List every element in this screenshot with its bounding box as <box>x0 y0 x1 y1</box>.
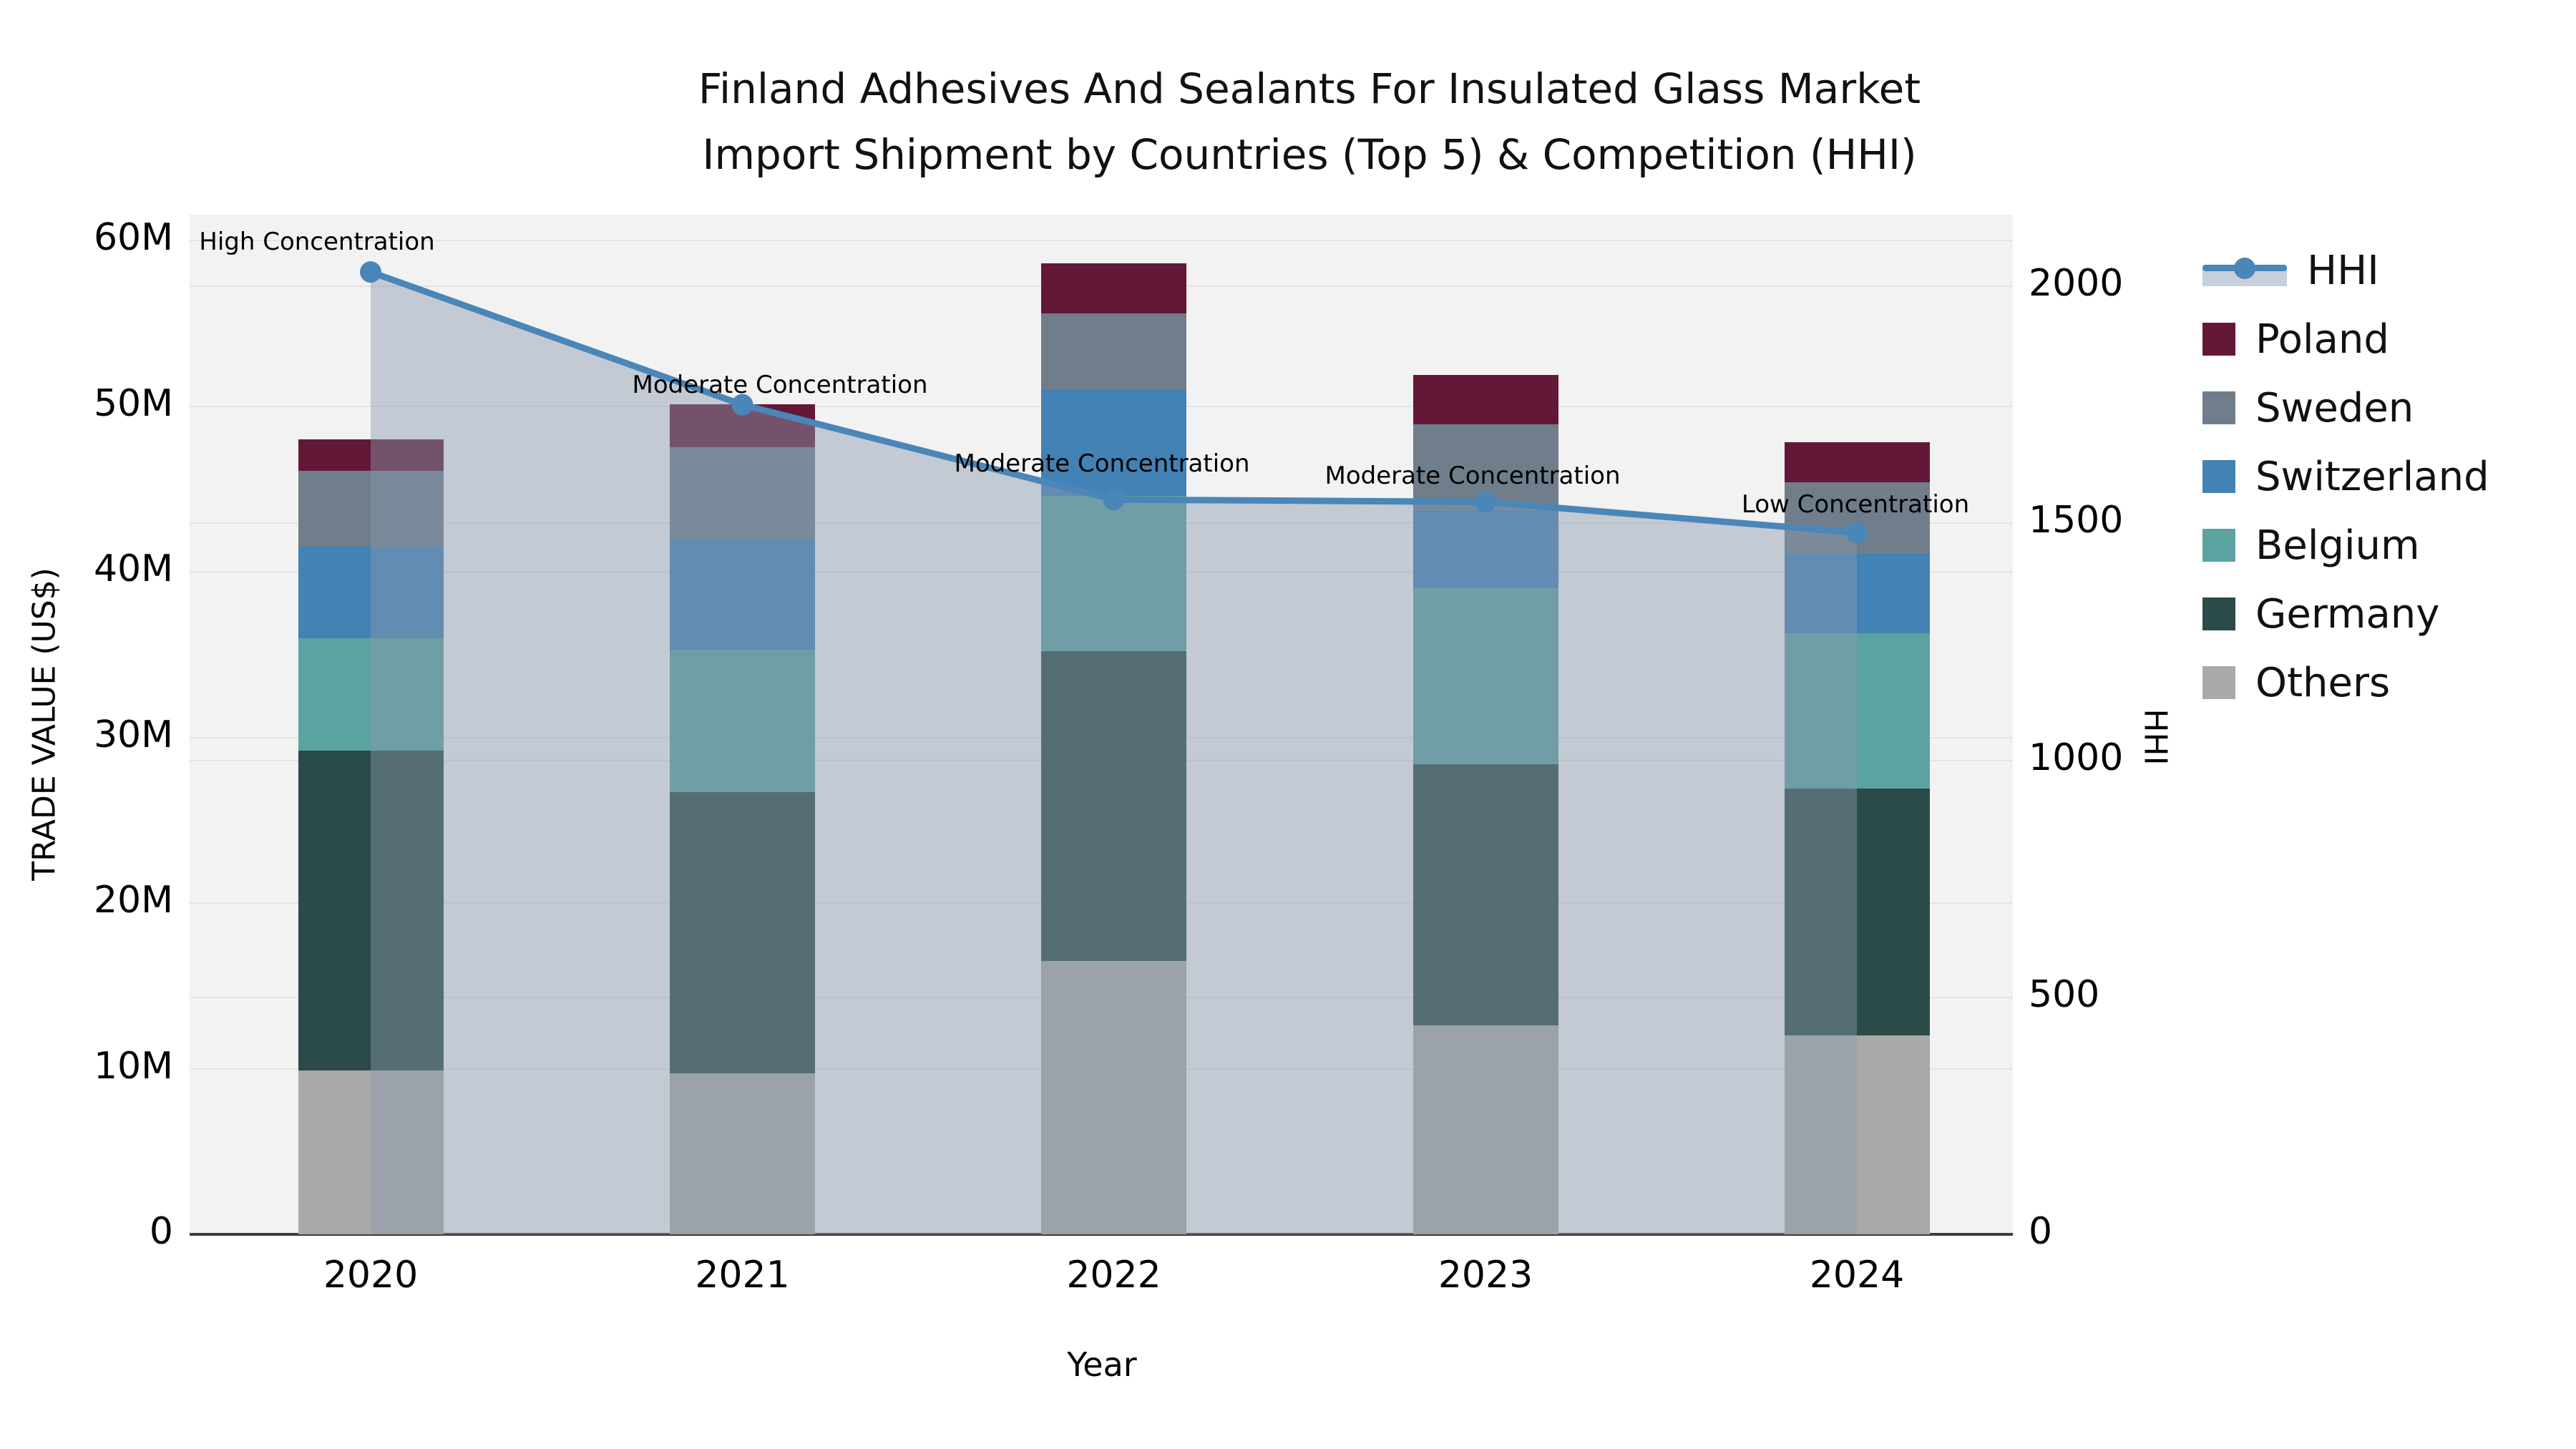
bar-segment-2022-sweden <box>1041 313 1186 390</box>
y-left-tick-60M: 60M <box>93 216 173 259</box>
x-tick-2023: 2023 <box>1438 1254 1533 1297</box>
annotation-2023: Moderate Concentration <box>1324 462 1621 490</box>
legend: HHI Poland Sweden Switzerland Belgium Germany… <box>2202 236 2489 717</box>
x-tick-2022: 2022 <box>1066 1254 1161 1297</box>
bar-segment-2020-belgium <box>298 638 444 751</box>
bar-segment-2022-others <box>1041 961 1186 1234</box>
y-left-tick-50M: 50M <box>93 381 173 425</box>
bar-segment-2021-germany <box>670 791 815 1074</box>
y-axis-label-right: HHI <box>2137 708 2174 766</box>
bar-segment-2021-others <box>670 1073 815 1234</box>
gridline <box>190 240 2013 241</box>
chart-title-line2: Import Shipment by Countries (Top 5) & C… <box>702 130 1917 179</box>
legend-swatch-switzerland <box>2202 460 2235 493</box>
legend-item-hhi: HHI <box>2202 236 2489 305</box>
bar-segment-2021-poland <box>670 404 815 448</box>
y-right-tick-0: 0 <box>2029 1210 2053 1253</box>
x-tick-2024: 2024 <box>1809 1254 1905 1297</box>
bar-segment-2024-others <box>1784 1035 1930 1234</box>
bar-segment-2023-others <box>1413 1025 1558 1234</box>
bar-segment-2023-switzerland <box>1413 510 1558 589</box>
annotation-2020: High Concentration <box>199 228 435 256</box>
legend-label-switzerland: Switzerland <box>2255 453 2489 500</box>
x-tick-2021: 2021 <box>695 1254 790 1297</box>
legend-label-poland: Poland <box>2255 316 2389 363</box>
bar-segment-2020-others <box>298 1070 444 1234</box>
y-left-tick-30M: 30M <box>93 713 173 756</box>
y-right-tick-500: 500 <box>2029 972 2100 1016</box>
y-right-tick-2000: 2000 <box>2029 262 2124 305</box>
y-right-tick-1500: 1500 <box>2029 499 2124 542</box>
annotation-2024: Low Concentration <box>1741 490 1970 519</box>
bar-segment-2020-germany <box>298 751 444 1070</box>
bar-segment-2024-germany <box>1784 789 1930 1036</box>
y-right-tick-1000: 1000 <box>2029 736 2124 779</box>
bar-segment-2022-poland <box>1041 263 1186 313</box>
bar-segment-2024-switzerland <box>1784 553 1930 633</box>
y-left-tick-10M: 10M <box>93 1044 173 1088</box>
legend-item-sweden: Sweden <box>2202 374 2489 442</box>
bar-segment-2020-poland <box>298 439 444 471</box>
bar-segment-2022-switzerland <box>1041 389 1186 496</box>
bar-segment-2020-sweden <box>298 470 444 547</box>
legend-swatch-poland <box>2202 323 2235 356</box>
legend-item-poland: Poland <box>2202 305 2489 374</box>
bar-segment-2023-poland <box>1413 374 1558 424</box>
legend-swatch-others <box>2202 666 2235 699</box>
bar-segment-2022-belgium <box>1041 495 1186 652</box>
bar-segment-2024-belgium <box>1784 633 1930 789</box>
chart-title: Finland Adhesives And Sealants For Insul… <box>698 56 1921 187</box>
bar-segment-2021-sweden <box>670 447 815 539</box>
y-left-tick-0: 0 <box>149 1210 173 1253</box>
chart-title-line1: Finland Adhesives And Sealants For Insul… <box>698 64 1921 113</box>
bar-segment-2020-switzerland <box>298 547 444 638</box>
bar-segment-2023-belgium <box>1413 588 1558 764</box>
annotation-2021: Moderate Concentration <box>632 371 928 399</box>
bar-segment-2024-poland <box>1784 442 1930 482</box>
y-left-tick-40M: 40M <box>93 547 173 590</box>
y-axis-label-left: TRADE VALUE (US$) <box>26 567 63 881</box>
legend-label-sweden: Sweden <box>2255 384 2414 431</box>
legend-label-hhi: HHI <box>2307 247 2379 294</box>
legend-item-germany: Germany <box>2202 580 2489 648</box>
legend-label-germany: Germany <box>2255 590 2440 638</box>
bar-segment-2023-germany <box>1413 763 1558 1026</box>
y-left-tick-20M: 20M <box>93 879 173 922</box>
bar-segment-2021-belgium <box>670 649 815 792</box>
bar-segment-2021-switzerland <box>670 538 815 650</box>
legend-swatch-germany <box>2202 597 2235 630</box>
legend-swatch-belgium <box>2202 529 2235 562</box>
annotation-2022: Moderate Concentration <box>954 449 1250 478</box>
legend-swatch-sweden <box>2202 391 2235 424</box>
bar-segment-2022-germany <box>1041 651 1186 961</box>
legend-item-switzerland: Switzerland <box>2202 442 2489 511</box>
legend-label-belgium: Belgium <box>2255 522 2420 569</box>
legend-item-belgium: Belgium <box>2202 511 2489 580</box>
legend-label-others: Others <box>2255 659 2391 706</box>
x-tick-2020: 2020 <box>323 1254 419 1297</box>
x-axis-line <box>190 1233 2013 1236</box>
x-axis-label: Year <box>1067 1345 1137 1384</box>
legend-item-others: Others <box>2202 648 2489 717</box>
hhi-line-legend-icon <box>2202 255 2287 286</box>
